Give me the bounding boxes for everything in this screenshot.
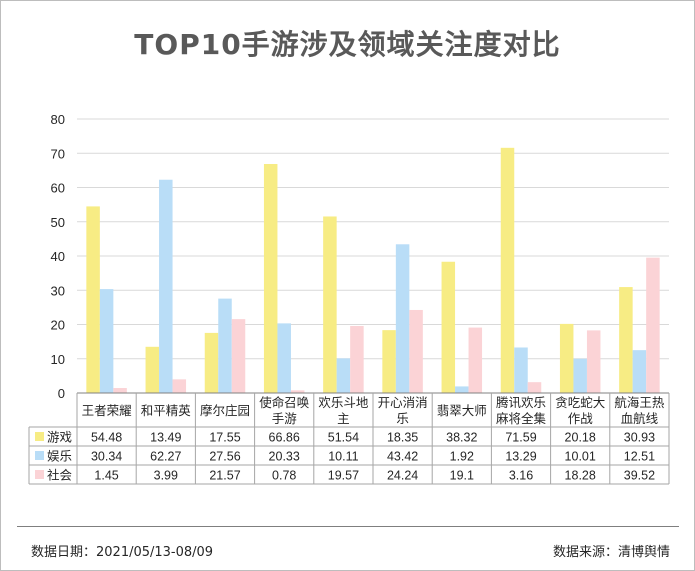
footer-date: 数据日期：2021/05/13-08/09 — [31, 545, 214, 560]
data-label: 10.01 — [565, 450, 596, 464]
y-tick-label: 10 — [51, 352, 65, 367]
footer-divider — [17, 526, 679, 527]
bar-游戏-8 — [559, 323, 574, 393]
bar-社会-6 — [468, 327, 483, 393]
bar-娱乐-9 — [632, 350, 647, 393]
data-label: 20.18 — [565, 431, 596, 445]
bar-社会-8 — [586, 330, 601, 393]
data-label: 1.45 — [94, 469, 118, 483]
data-label: 3.16 — [509, 469, 533, 483]
data-label: 13.49 — [150, 431, 181, 445]
y-tick-label: 50 — [51, 215, 65, 230]
bar-社会-1 — [172, 379, 187, 393]
legend-label: 游戏 — [47, 430, 72, 445]
data-label: 19.57 — [328, 469, 359, 483]
bar-社会-4 — [350, 325, 364, 393]
data-label: 38.32 — [446, 431, 477, 445]
bar-社会-7 — [527, 382, 542, 393]
data-label: 18.35 — [387, 431, 418, 445]
data-label: 51.54 — [328, 431, 359, 445]
data-label: 27.56 — [209, 450, 240, 464]
bar-游戏-9 — [619, 287, 633, 393]
data-label: 43.42 — [387, 450, 418, 464]
x-category-label: 主 — [337, 411, 350, 426]
bar-游戏-2 — [204, 332, 219, 393]
bar-游戏-4 — [323, 216, 337, 393]
data-label: 1.92 — [450, 450, 474, 464]
bar-娱乐-2 — [218, 298, 232, 393]
bar-娱乐-6 — [455, 386, 469, 393]
data-label: 71.59 — [505, 431, 536, 445]
x-category-label: 开心消消 — [378, 395, 428, 410]
legend-swatch-游戏 — [35, 432, 44, 441]
y-tick-label: 80 — [51, 112, 65, 127]
bar-游戏-1 — [145, 346, 160, 393]
bar-娱乐-5 — [395, 244, 410, 393]
x-category-label: 作战 — [568, 411, 594, 426]
x-category-label: 翡翠大师 — [437, 403, 487, 418]
y-tick-label: 40 — [51, 249, 65, 264]
bar-娱乐-7 — [514, 347, 528, 393]
x-category-label: 贪吃蛇大 — [555, 395, 605, 410]
y-tick-label: 0 — [58, 386, 65, 401]
bar-社会-5 — [409, 309, 423, 393]
x-category-label: 使命召唤 — [259, 395, 310, 410]
y-tick-label: 20 — [51, 318, 65, 333]
legend-label: 娱乐 — [47, 449, 72, 464]
legend-swatch-娱乐 — [35, 451, 44, 460]
y-tick-label: 60 — [51, 181, 65, 196]
data-label: 13.29 — [505, 450, 536, 464]
data-label: 18.28 — [565, 469, 596, 483]
data-label: 19.1 — [450, 469, 474, 483]
bar-娱乐-4 — [336, 358, 351, 393]
data-label: 62.27 — [150, 450, 181, 464]
data-label: 20.33 — [269, 450, 300, 464]
data-label: 17.55 — [209, 431, 240, 445]
x-category-label: 血航线 — [621, 411, 659, 426]
x-category-label: 王者荣耀 — [82, 403, 133, 418]
data-label: 30.93 — [624, 431, 655, 445]
y-tick-label: 70 — [51, 146, 65, 161]
chart-title: TOP10手游涉及领域关注度对比 — [134, 28, 561, 61]
y-tick-label: 30 — [51, 283, 65, 298]
bar-游戏-3 — [263, 164, 278, 393]
bar-社会-2 — [231, 319, 246, 393]
x-category-label: 摩尔庄园 — [200, 403, 250, 418]
bar-游戏-5 — [382, 330, 396, 393]
data-label: 3.99 — [154, 469, 178, 483]
x-category-label: 航海王热 — [614, 395, 665, 410]
legend-swatch-社会 — [35, 470, 44, 479]
bar-游戏-6 — [441, 261, 456, 393]
bar-社会-9 — [646, 257, 660, 393]
data-label: 39.52 — [624, 469, 655, 483]
bar-社会-0 — [113, 388, 127, 393]
data-label: 24.24 — [387, 469, 418, 483]
data-label: 12.51 — [624, 450, 655, 464]
data-label: 66.86 — [269, 431, 300, 445]
bar-社会-3 — [290, 390, 305, 393]
x-category-label: 手游 — [272, 411, 298, 426]
bar-游戏-7 — [500, 147, 515, 393]
bar-娱乐-1 — [159, 179, 173, 393]
bar-娱乐-8 — [573, 358, 587, 393]
footer-source: 数据来源：清博舆情 — [552, 545, 670, 560]
data-label: 10.11 — [328, 450, 358, 464]
x-category-label: 和平精英 — [141, 403, 192, 418]
x-category-label: 腾讯欢乐 — [496, 395, 546, 410]
data-label: 0.78 — [272, 469, 296, 483]
data-label: 54.48 — [91, 431, 122, 445]
bar-娱乐-3 — [277, 323, 291, 393]
bar-娱乐-0 — [99, 289, 114, 393]
data-label: 21.57 — [209, 469, 240, 483]
bar-游戏-0 — [86, 206, 100, 393]
x-category-label: 乐 — [396, 411, 409, 426]
x-category-label: 麻将全集 — [496, 411, 547, 426]
data-label: 30.34 — [91, 450, 122, 464]
x-category-label: 欢乐斗地 — [318, 395, 369, 410]
legend-label: 社会 — [47, 468, 73, 483]
